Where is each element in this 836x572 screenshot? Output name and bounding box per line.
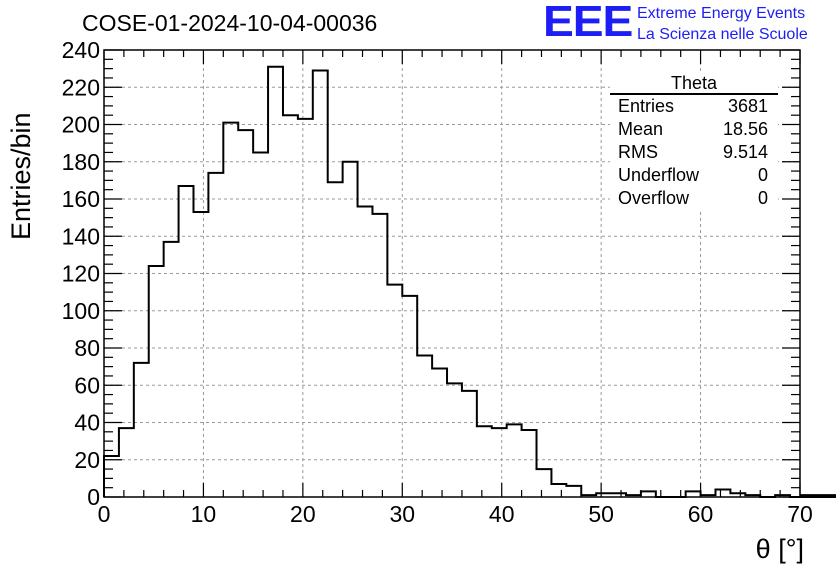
x-tick-labels: 0 10 20 30 40 50 60 70	[98, 501, 813, 527]
stats-label: Entries	[618, 96, 675, 116]
y-tick-labels: 0 20 40 60 80 100 120 140 160 180 200 220 240	[62, 37, 100, 510]
stats-label: Overflow	[618, 188, 690, 208]
histogram-series	[103, 65, 836, 498]
x-tick-label: 20	[290, 501, 316, 527]
stats-row-rms: RMS 9.514	[610, 141, 778, 164]
y-tick-label: 80	[74, 335, 100, 361]
stats-value: 18.56	[722, 119, 768, 139]
axis-ticks	[103, 49, 801, 498]
stats-box: Theta Entries 3681 Mean 18.56 RMS 9.514 …	[610, 73, 778, 210]
stats-value: 0	[757, 188, 768, 208]
y-tick-label: 20	[74, 447, 100, 473]
y-tick-label: 100	[62, 298, 100, 324]
y-tick-label: 180	[62, 149, 100, 175]
y-tick-label: 40	[74, 410, 100, 436]
x-axis-label: θ [°]	[755, 534, 804, 564]
y-tick-label: 120	[62, 261, 100, 287]
y-tick-label: 240	[62, 37, 100, 63]
stats-label: Mean	[618, 119, 664, 139]
y-tick-label: 60	[74, 372, 100, 398]
x-tick-label: 70	[787, 501, 813, 527]
eee-logo: EEE	[543, 0, 633, 46]
stats-value: 9.514	[722, 142, 768, 162]
logo-line-1: Extreme Energy Events	[637, 5, 806, 22]
y-tick-label: 140	[62, 223, 100, 249]
stats-label: RMS	[618, 142, 658, 162]
x-tick-label: 10	[191, 501, 217, 527]
stats-row-mean: Mean 18.56	[610, 118, 778, 141]
y-axis-label: Entries/bin	[6, 112, 36, 240]
y-tick-label: 200	[62, 112, 100, 138]
y-tick-label: 160	[62, 186, 100, 212]
stats-value: 3681	[727, 96, 768, 116]
stats-label: Underflow	[618, 165, 700, 185]
stats-row-entries: Entries 3681	[610, 95, 778, 118]
x-tick-label: 40	[489, 501, 515, 527]
stats-row-overflow: Overflow 0	[610, 187, 778, 210]
x-tick-label: 60	[688, 501, 714, 527]
stats-value: 0	[757, 165, 768, 185]
stats-row-underflow: Underflow 0	[610, 164, 778, 187]
y-tick-label: 220	[62, 74, 100, 100]
chart-title: COSE-01-2024-10-04-00036	[82, 10, 378, 36]
x-tick-label: 0	[98, 501, 111, 527]
stats-box-title: Theta	[610, 73, 778, 95]
x-tick-label: 50	[588, 501, 614, 527]
x-tick-label: 30	[389, 501, 415, 527]
logo-line-2: La Scienza nelle Scuole	[637, 26, 808, 43]
y-tick-label: 0	[87, 484, 100, 510]
